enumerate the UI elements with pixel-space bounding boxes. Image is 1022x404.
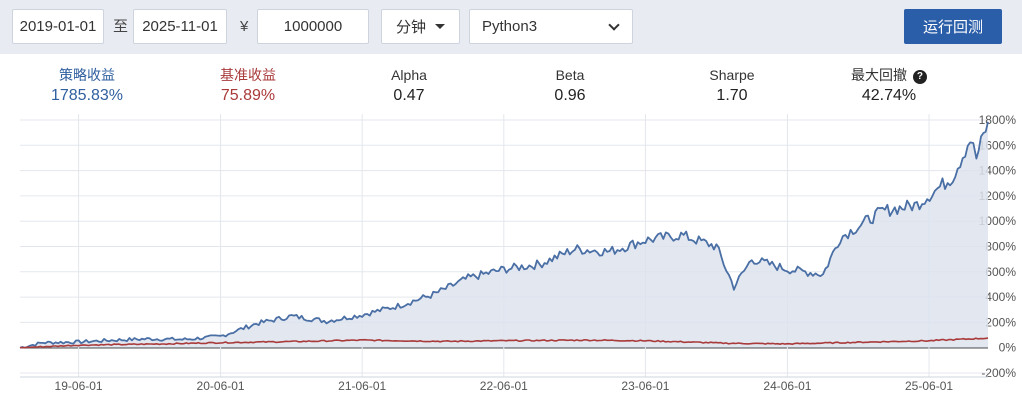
y-tick-label: 1200% [979,189,1017,203]
stat-strategy-return: 策略收益 1785.83% [17,66,157,106]
y-tick-label: -200% [981,366,1016,380]
end-date-value: 2025-11-01 [142,18,218,35]
x-tick-label: 20-06-01 [197,379,245,393]
capital-input[interactable]: 1000000 [257,9,369,44]
frequency-select[interactable]: 分钟 [381,9,460,44]
stat-value: 42.74% [861,87,917,104]
chevron-down-icon [608,18,620,31]
stat-sharpe: Sharpe 1.70 [662,66,802,106]
stat-benchmark-return: 基准收益 75.89% [178,66,318,106]
x-tick-label: 23-06-01 [621,379,669,393]
help-icon[interactable]: ? [912,70,927,84]
stat-label-row: 最大回撤 ? [819,66,959,84]
stat-alpha: Alpha 0.47 [339,66,479,106]
stat-value: 75.89% [220,87,276,104]
stat-label: 基准收益 [220,67,276,83]
end-date-input[interactable]: 2025-11-01 [133,9,227,44]
language-value: Python3 [482,18,538,35]
currency-symbol: ¥ [240,18,249,35]
stat-value: 0.96 [554,87,586,104]
stat-label: Alpha [391,67,427,83]
backtest-toolbar: 2019-01-01 至 2025-11-01 ¥ 1000000 分钟 Pyt… [0,0,1022,54]
start-date-input[interactable]: 2019-01-01 [12,9,104,44]
returns-chart: -200% 0% 200% 400% 600% 800% 1000% 1200% 1400% 16… [0,114,1022,404]
y-tick-label: 0% [999,341,1017,355]
benchmark-return-line [19,337,989,349]
stat-label: 最大回撤 [851,67,908,83]
stat-beta: Beta 0.96 [500,66,640,106]
y-tick-label: 200% [985,315,1016,329]
backtest-summary: 策略收益 1785.83% 基准收益 75.89% Alpha 0.47 Bet… [0,54,1022,114]
series-area [20,121,988,348]
stat-label: Sharpe [709,67,755,83]
caret-down-icon [435,24,445,29]
stat-max-drawdown: 最大回撤 ? 42.74% [819,66,959,106]
run-backtest-button[interactable]: 运行回测 [904,9,1002,44]
x-tick-label: 25-06-01 [905,379,953,393]
x-tick-label: 19-06-01 [55,379,103,393]
start-date-value: 2019-01-01 [19,18,97,35]
stat-label: Beta [555,67,585,83]
stat-value: 1785.83% [50,87,124,104]
strategy-return-line [19,121,989,349]
y-tick-label: 800% [985,240,1016,254]
language-select[interactable]: Python3 [469,9,633,44]
y-tick-label: 1800% [979,114,1017,127]
stat-value: 0.47 [393,87,425,104]
x-tick-label: 22-06-01 [480,379,528,393]
frequency-value: 分钟 [396,19,427,36]
capital-value: 1000000 [283,18,343,35]
stat-value: 1.70 [716,87,748,104]
x-tick-label: 21-06-01 [338,379,386,393]
y-tick-label: 1600% [979,138,1017,152]
y-tick-label: 600% [985,265,1016,279]
y-tick-label: 400% [985,290,1016,304]
y-tick-label: 1400% [979,164,1017,178]
date-range-separator: 至 [113,18,129,35]
y-tick-label: 1000% [979,214,1017,228]
stat-label: 策略收益 [59,67,115,83]
x-tick-label: 24-06-01 [763,379,811,393]
